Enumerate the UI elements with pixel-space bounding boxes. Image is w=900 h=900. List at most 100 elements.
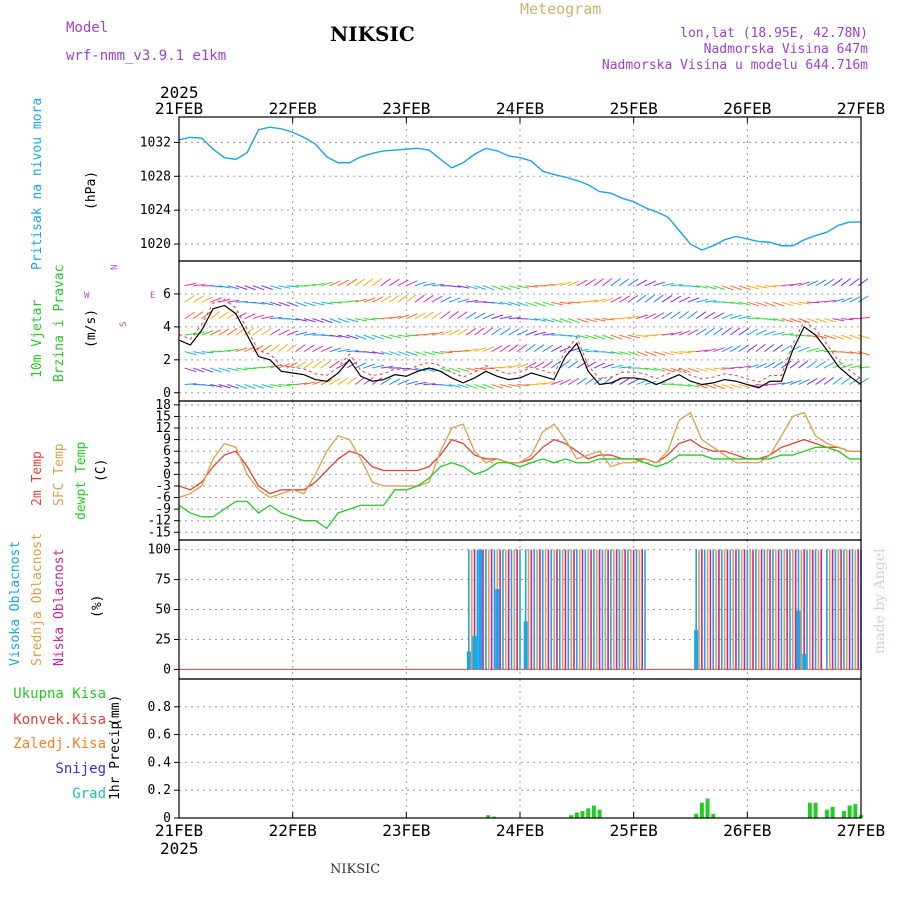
wind-arrow [832,334,845,340]
wind-arrow [227,285,240,290]
wind-arrow [491,327,502,336]
cloud-low-bar [796,610,801,670]
wind-arrow [619,366,632,369]
precip-bar [591,805,596,818]
x-label-top: 27FEB [837,99,885,118]
wind-arrow [712,327,724,336]
wind-arrow [482,313,495,320]
x-label-top: 21FEB [155,99,203,118]
wind-arrow [414,367,427,372]
wind-arrow [465,299,478,303]
wind-arrow [210,329,222,336]
wind-arrow [320,318,333,324]
wind-arrow [397,314,410,320]
wind-arrow [585,278,596,287]
wind-arrow [278,363,290,369]
wind-arrow [559,334,572,337]
wind-arrow [482,346,495,353]
wind-arrow [670,367,683,373]
panel-frame [178,400,862,541]
wind-arrow [815,349,828,353]
wind-arrow [696,298,708,303]
wind-arrow [764,343,775,352]
wind-arrow [295,318,308,322]
y-tick-label: 1020 [140,237,171,252]
wind-arrow [406,280,418,287]
wind-arrow [184,367,197,373]
wind-arrow [772,382,785,386]
wind-arrow [423,282,436,287]
wind-arrow [329,360,340,369]
wind-arrow [619,295,630,303]
wind-arrow [329,318,342,324]
wind-arrow [363,363,376,369]
wind-arrow [457,285,470,289]
wind-arrow [261,315,274,320]
wind-arrow [261,344,272,353]
wind-arrow [312,345,324,353]
wind-arrow [644,313,657,320]
wind-arrow [380,334,393,340]
wind-arrow [346,278,358,287]
wind-arrow [721,301,734,304]
wind-arrow [227,367,240,372]
wind-arrow [201,311,212,320]
wind-arrow [380,295,392,303]
wind-arrow [696,367,708,372]
wind-arrow [414,351,427,356]
wind-arrow [525,285,538,288]
wind-arrow [440,351,453,354]
wind-arrow [585,334,597,340]
wind-arrow [550,360,562,369]
wind-arrow [448,367,461,373]
wind-arrow [491,384,504,389]
watermark: made by Angel [872,548,888,655]
pressure-title: Pritisak na nivou mora [30,97,45,270]
wind-arrow [244,367,257,370]
x-label-bottom: 25FEB [610,821,658,840]
wind-arrow [704,300,717,303]
precip-bar [705,798,710,818]
wind-arrow [337,279,349,287]
wind-arrow [406,367,419,371]
pressure-line [178,126,861,251]
wind-arrow [533,344,545,352]
wind-arrow [627,315,640,320]
wind-arrow [448,329,460,336]
y-tick-label: 0 [163,386,171,401]
y-tick-label: 6 [163,287,171,302]
wind-arrow [636,294,647,303]
wind-arrow [508,301,521,307]
wind-arrow [568,301,581,304]
y-tick-label: 1028 [140,169,171,184]
wind-arrow [184,351,197,356]
wind-arrow [227,327,238,336]
wind-arrow [559,301,572,305]
year-bottom: 2025 [160,839,199,858]
wind-arrow [278,329,290,336]
wind-arrow [772,361,784,369]
precip-unit: (mm) [108,694,123,726]
wind-arrow [832,278,843,287]
precip-bar [824,809,829,818]
wind-arrow [355,334,367,340]
wind-arrow [636,367,649,370]
wind-arrow [619,278,630,287]
wind-arrow [278,343,289,352]
wind-arrow [499,384,512,389]
wind-arrow [755,329,767,336]
wind-arrow [320,379,333,385]
wind-arrow [644,380,657,386]
wind-arrow [806,280,819,287]
wind-arrow [679,384,692,387]
wind-arrow [448,297,461,303]
temp-unit: (C) [94,458,109,482]
model-altitude-label: Nadmorska Visina u modelu 644.716m [601,58,868,73]
wind-arrow [303,284,317,287]
wind-arrow [252,314,265,320]
wind-arrow [661,311,673,320]
wind-arrow [184,282,197,287]
wind-arrow [806,378,818,385]
wind-arrow [679,351,692,354]
